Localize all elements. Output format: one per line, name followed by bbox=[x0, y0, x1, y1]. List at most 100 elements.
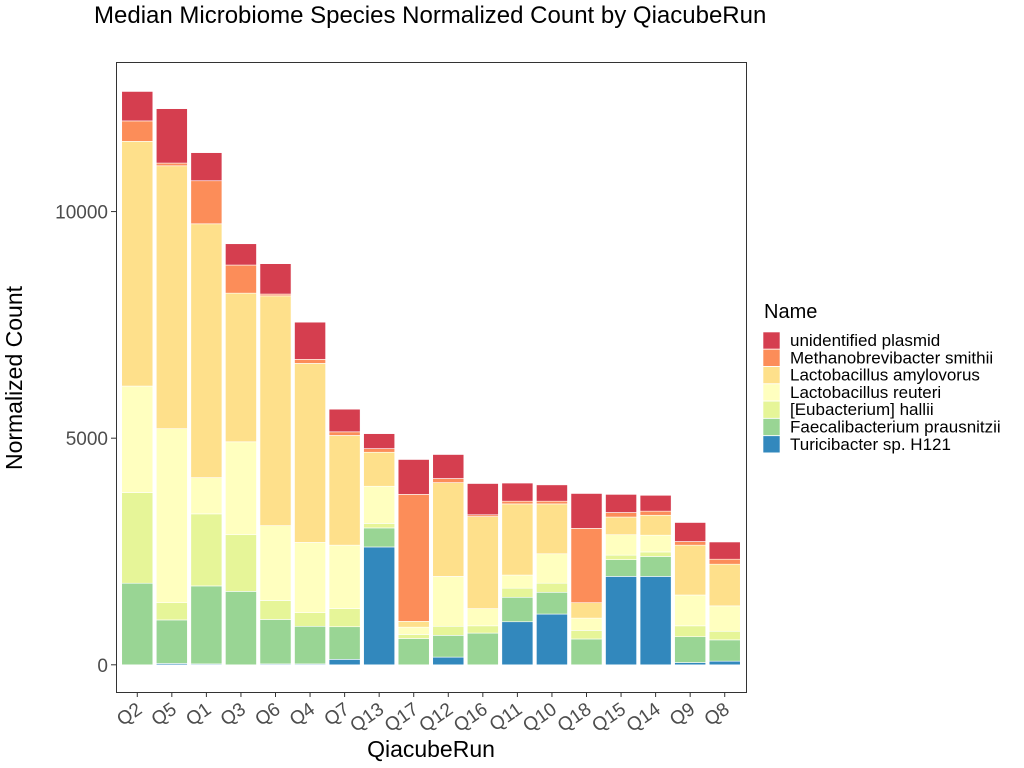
legend-title: Name bbox=[764, 301, 817, 323]
bar-segment-q18-s3 bbox=[570, 617, 603, 631]
bar-segment-q7-s1 bbox=[328, 626, 361, 660]
bar-segment-q12-s4 bbox=[432, 482, 465, 577]
bar-segment-q1-s6 bbox=[190, 152, 223, 182]
bar-segment-q2-s3 bbox=[121, 385, 154, 493]
bar-segment-q15-s0 bbox=[605, 576, 637, 666]
bar-segment-q18-s5 bbox=[570, 528, 603, 604]
bar-segment-q1-s4 bbox=[190, 223, 223, 478]
bar-segment-q16-s2 bbox=[466, 625, 499, 634]
bar-segment-q18-s1 bbox=[570, 638, 603, 666]
bar-segment-q3-s1 bbox=[225, 591, 257, 666]
bar-segment-q1-s1 bbox=[190, 585, 223, 665]
bar-segment-q12-s6 bbox=[432, 454, 465, 479]
bar-segment-q6-s6 bbox=[259, 263, 292, 295]
x-tick-label: Q9 bbox=[666, 699, 699, 731]
legend-key bbox=[762, 348, 781, 367]
bar-segment-q7-s5 bbox=[328, 431, 361, 436]
bar-segment-q10-s6 bbox=[536, 484, 568, 502]
bar-segment-q13-s3 bbox=[363, 485, 396, 524]
bar-segment-q8-s0 bbox=[708, 660, 741, 666]
bar-segment-q7-s3 bbox=[328, 544, 361, 609]
x-tick-label: Q12 bbox=[416, 699, 457, 737]
bar-segment-q13-s0 bbox=[363, 546, 396, 666]
bar-segment-q11-s2 bbox=[501, 587, 534, 598]
bar-segment-q13-s1 bbox=[363, 527, 396, 548]
y-tick-label: 5000 bbox=[66, 429, 108, 450]
bar-segment-q12-s3 bbox=[432, 576, 465, 627]
bar-segment-q9-s6 bbox=[674, 522, 707, 542]
bar-segment-q3-s4 bbox=[225, 292, 257, 443]
x-tick-label: Q16 bbox=[450, 699, 491, 737]
bar-segment-q10-s0 bbox=[536, 613, 568, 666]
bar-segment-q6-s4 bbox=[259, 295, 292, 526]
bar-segment-q13-s2 bbox=[363, 523, 396, 529]
legend-key bbox=[762, 366, 781, 384]
bar-segment-q7-s4 bbox=[328, 435, 361, 546]
bar-segment-q5-s3 bbox=[155, 428, 188, 604]
bar-segment-q7-s0 bbox=[328, 659, 361, 666]
bar-segment-q7-s6 bbox=[328, 408, 361, 433]
x-tick-label: Q3 bbox=[217, 699, 250, 731]
bar-segment-q4-s3 bbox=[294, 542, 326, 613]
bar-segment-q11-s5 bbox=[501, 500, 534, 505]
bar-segment-q1-s5 bbox=[190, 180, 223, 225]
x-tick-label: Q11 bbox=[486, 699, 526, 736]
bar-segment-q14-s4 bbox=[639, 514, 672, 536]
bar-segment-q17-s3 bbox=[397, 626, 430, 635]
x-tick-label: Q14 bbox=[623, 699, 665, 737]
bar-segment-q9-s1 bbox=[674, 636, 707, 663]
bar-segment-q4-s2 bbox=[294, 612, 326, 627]
bar-segment-q10-s2 bbox=[536, 582, 568, 593]
bar-segment-q14-s1 bbox=[639, 556, 672, 577]
bar-segment-q15-s3 bbox=[605, 534, 637, 556]
x-axis-ticks: Q2 Q5 Q1 Q3 Q6 Q4 Q7Q13Q17Q12Q16Q11Q10Q18Q15Q1… bbox=[113, 692, 734, 737]
chart-title: Median Microbiome Species Normalized Cou… bbox=[94, 2, 766, 29]
bar-segment-q17-s6 bbox=[397, 459, 430, 495]
bar-segment-q18-s2 bbox=[570, 630, 603, 640]
bar-segment-q11-s1 bbox=[501, 596, 534, 623]
bar-segment-q10-s1 bbox=[536, 591, 568, 615]
bar-segment-q2-s2 bbox=[121, 492, 154, 584]
bar-segment-q2-s4 bbox=[121, 141, 154, 387]
bar-segment-q6-s2 bbox=[259, 600, 292, 620]
x-axis-title: QiacubeRun bbox=[367, 736, 495, 762]
bar-segment-q13-s4 bbox=[363, 451, 396, 487]
legend-label: Turicibacter sp. H121 bbox=[790, 435, 951, 454]
x-tick-label: Q7 bbox=[321, 699, 354, 731]
x-tick-label: Q8 bbox=[701, 699, 734, 731]
y-axis-title: Normalized Count bbox=[1, 285, 27, 470]
legend-key bbox=[762, 435, 781, 454]
x-tick-label: Q17 bbox=[381, 699, 422, 737]
legend-key bbox=[762, 331, 781, 350]
bar-segment-q5-s5 bbox=[155, 162, 188, 167]
bar-segment-q14-s0 bbox=[639, 576, 672, 666]
x-tick-label: Q15 bbox=[588, 699, 629, 737]
y-tick-label: 10000 bbox=[55, 203, 108, 224]
bar-segment-q6-s1 bbox=[259, 619, 292, 665]
bar-segment-q1-s2 bbox=[190, 513, 223, 587]
bar-segment-q3-s3 bbox=[225, 441, 257, 536]
bar-segment-q12-s2 bbox=[432, 625, 465, 636]
bar-segment-q3-s2 bbox=[225, 534, 257, 592]
legend-key bbox=[762, 400, 781, 419]
bar-segment-q14-s3 bbox=[639, 534, 672, 553]
bar-segment-q14-s5 bbox=[639, 510, 672, 516]
bar-segment-q5-s1 bbox=[155, 619, 188, 664]
bar-segment-q16-s1 bbox=[466, 632, 499, 666]
bar-segment-q4-s6 bbox=[294, 321, 326, 360]
bar-segment-q11-s4 bbox=[501, 503, 534, 576]
bar-segment-q15-s2 bbox=[605, 554, 637, 560]
bar-segment-q13-s6 bbox=[363, 433, 396, 449]
bar-segment-q3-s5 bbox=[225, 264, 257, 294]
legend-label: [Eubacterium] hallii bbox=[790, 400, 934, 419]
legend-label: unidentified plasmid bbox=[790, 331, 940, 350]
bar-segment-q18-s4 bbox=[570, 602, 603, 619]
legend-key bbox=[762, 383, 781, 402]
bar-segment-q4-s5 bbox=[294, 359, 326, 364]
bar-segment-q5-s6 bbox=[155, 108, 188, 164]
bar-segment-q4-s1 bbox=[294, 625, 326, 665]
y-axis-ticks: 0 5000 10000 bbox=[55, 203, 116, 677]
legend-label: Lactobacillus reuteri bbox=[790, 383, 941, 402]
